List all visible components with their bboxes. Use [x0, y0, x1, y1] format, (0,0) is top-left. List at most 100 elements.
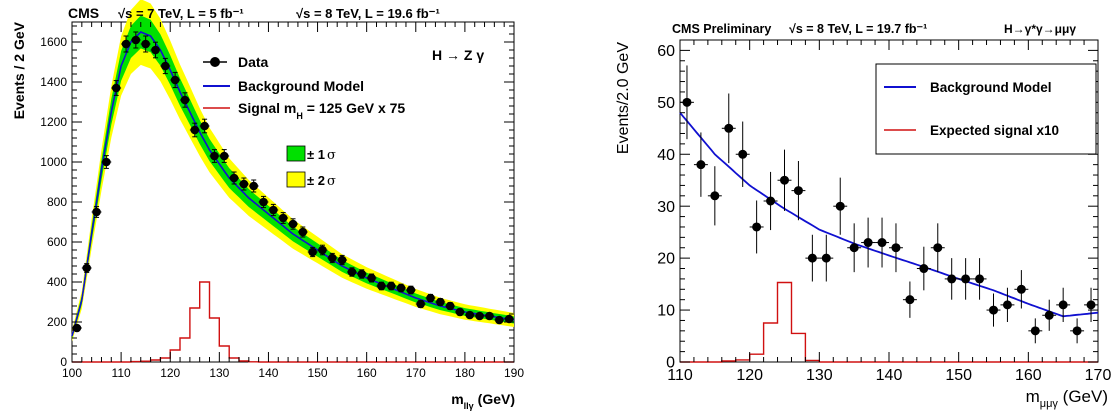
left-axes: 100 110 120 130 140 150 160 170 180 190 0 200 400 600…: [40, 22, 524, 380]
y-tick-label: 1600: [40, 35, 67, 49]
data-point: [386, 281, 396, 291]
y-tick-label: 1000: [40, 155, 67, 169]
data-point: [210, 151, 219, 161]
right-data-points: [680, 65, 1098, 344]
y-tick-label: 200: [47, 315, 67, 329]
data-point: [835, 201, 845, 211]
data-point: [905, 295, 915, 305]
legend-band1-swatch: [286, 145, 306, 162]
data-point: [102, 157, 111, 167]
y-tick-label: 600: [47, 235, 67, 249]
x-tick-label: 110: [667, 367, 693, 384]
data-point: [170, 75, 180, 85]
data-point: [161, 61, 170, 71]
right-legend-background-label: Background Model: [930, 80, 1052, 95]
right-x-axis-title: mμμγ (GeV): [1026, 387, 1108, 410]
left-channel-label: H → Z γ: [432, 47, 484, 63]
data-point: [229, 173, 239, 183]
y-tick-label: 10: [657, 303, 675, 320]
left-header-lumi-7tev: √s = 7 TeV, L = 5 fb⁻¹: [118, 6, 244, 21]
data-point: [766, 196, 776, 206]
y-tick-label: 400: [47, 275, 67, 289]
legend-band2-sigma: σ: [327, 174, 336, 189]
x-tick-label: 130: [209, 366, 229, 380]
data-point: [919, 264, 929, 274]
data-point: [357, 269, 367, 279]
data-point: [1058, 300, 1068, 310]
data-point: [269, 205, 278, 215]
data-point: [239, 179, 249, 189]
data-point: [200, 121, 209, 131]
data-point: [406, 285, 416, 295]
x-tick-label: 190: [504, 366, 524, 380]
x-tick-label: 180: [455, 366, 475, 380]
data-point: [1086, 300, 1096, 310]
data-point: [891, 243, 901, 253]
data-point: [396, 283, 406, 293]
data-point: [1044, 310, 1054, 320]
data-point: [780, 175, 789, 185]
x-tick-label: 120: [160, 366, 180, 380]
x-tick-label: 140: [876, 367, 903, 384]
y-tick-label: 0: [666, 355, 675, 372]
x-tick-label: 170: [1085, 367, 1112, 384]
legend-signal-label: Signal mH = 125 GeV x 75: [238, 100, 405, 121]
data-point: [877, 238, 887, 248]
data-point: [1072, 326, 1082, 336]
legend-band2-text: ± 2: [307, 173, 325, 188]
right-x-title-unit: (GeV): [1058, 387, 1108, 406]
right-legend-box: [875, 63, 1097, 155]
x-tick-label: 130: [806, 367, 833, 384]
data-point: [92, 207, 101, 217]
data-point: [961, 274, 971, 284]
data-point: [445, 301, 455, 311]
data-point: [121, 39, 131, 49]
legend-background-label: Background Model: [238, 78, 364, 94]
right-background-model: [679, 112, 1099, 318]
y-tick-label: 0: [60, 355, 67, 369]
x-tick-label: 100: [62, 366, 82, 380]
legend-band2-swatch: [286, 171, 306, 188]
x-tick-label: 150: [308, 366, 328, 380]
data-point: [738, 149, 748, 159]
data-point: [327, 253, 337, 263]
data-point: [298, 227, 308, 237]
data-point: [347, 267, 357, 277]
x-tick-label: 150: [945, 367, 972, 384]
right-chart: 110 120 130 140 150 160 170 0 10 20 30 40 50 60 CMS P…: [615, 22, 1111, 410]
right-x-title-sub: μμγ: [1040, 398, 1059, 410]
left-header-lumi-8tev: √s = 8 TeV, L = 19.6 fb⁻¹: [296, 6, 440, 21]
y-tick-label: 20: [657, 251, 675, 268]
data-point: [485, 311, 494, 321]
right-legend-signal-label: Expected signal x10: [930, 123, 1059, 138]
data-point: [259, 197, 268, 207]
data-point: [426, 293, 435, 303]
data-point: [377, 281, 386, 291]
left-x-axis-title: mllγ (GeV): [451, 391, 515, 411]
data-point: [1016, 284, 1026, 294]
data-point: [494, 315, 504, 325]
right-header-lumi: √s = 8 TeV, L = 19.7 fb⁻¹: [789, 22, 927, 36]
data-point: [475, 311, 484, 321]
left-x-title-main: m: [451, 391, 463, 407]
right-header-label: CMS Preliminary: [672, 22, 771, 36]
signal-step: [72, 281, 514, 363]
data-point: [1002, 300, 1012, 310]
data-point: [131, 35, 141, 45]
data-point: [504, 314, 514, 324]
data-point: [82, 263, 92, 273]
data-point: [849, 243, 859, 253]
left-header-cms: CMS: [68, 5, 99, 21]
x-tick-label: 160: [1015, 367, 1042, 384]
x-tick-label: 160: [357, 366, 377, 380]
y-tick-label: 1200: [40, 115, 67, 129]
data-point: [465, 310, 475, 320]
y-tick-label: 60: [657, 43, 675, 60]
y-tick-label: 30: [657, 199, 675, 216]
data-point: [975, 274, 985, 284]
legend-signal-main: Signal m: [238, 100, 296, 116]
x-tick-label: 140: [258, 366, 278, 380]
y-tick-label: 50: [657, 95, 675, 112]
